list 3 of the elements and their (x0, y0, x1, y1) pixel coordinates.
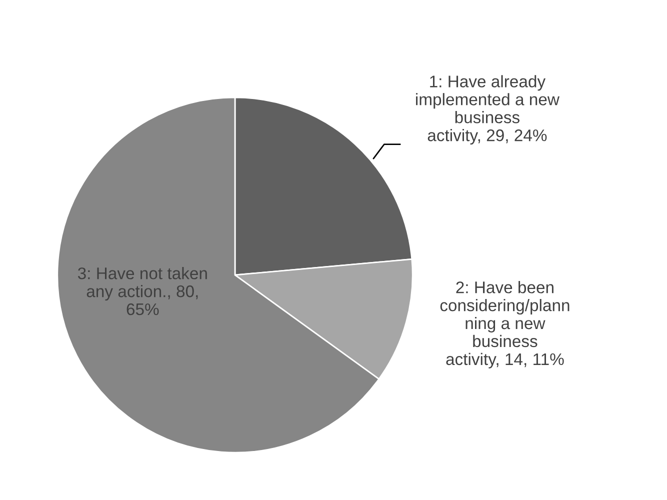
slice-label: 1: Have already implemented a new business activity, 29, 24% (416, 75, 560, 145)
slice-label: 3: Have not taken any action., 80, 65% (78, 267, 207, 316)
slice-label: 2: Have been considering/plannning a new business activity, 14, 11% (440, 281, 570, 368)
